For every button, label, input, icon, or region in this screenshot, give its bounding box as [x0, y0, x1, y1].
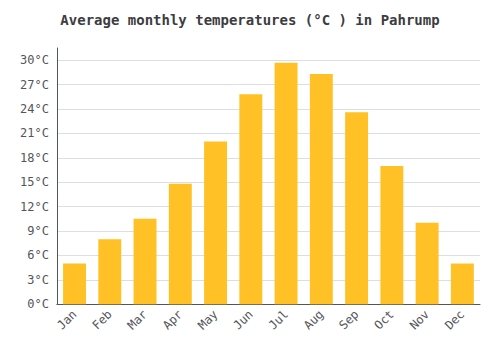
- svg-text:15°C: 15°C: [20, 175, 49, 189]
- svg-text:Dec: Dec: [442, 307, 467, 332]
- svg-text:Jan: Jan: [54, 307, 79, 332]
- svg-text:Jun: Jun: [231, 307, 256, 332]
- svg-text:Nov: Nov: [407, 307, 432, 332]
- svg-text:Apr: Apr: [160, 307, 185, 332]
- svg-text:18°C: 18°C: [20, 151, 49, 165]
- svg-text:21°C: 21°C: [20, 126, 49, 140]
- svg-text:Feb: Feb: [90, 307, 115, 332]
- svg-text:0°C: 0°C: [27, 297, 49, 311]
- svg-text:27°C: 27°C: [20, 78, 49, 92]
- svg-text:Jul: Jul: [266, 307, 291, 332]
- svg-text:May: May: [195, 307, 220, 332]
- svg-text:Mar: Mar: [125, 307, 150, 332]
- svg-text:Average monthly temperatures (: Average monthly temperatures (°C ) in Pa…: [60, 12, 439, 28]
- svg-text:9°C: 9°C: [27, 224, 49, 238]
- svg-text:12°C: 12°C: [20, 200, 49, 214]
- svg-text:3°C: 3°C: [27, 273, 49, 287]
- svg-text:24°C: 24°C: [20, 102, 49, 116]
- svg-text:30°C: 30°C: [20, 53, 49, 67]
- svg-text:Oct: Oct: [372, 307, 397, 332]
- svg-text:6°C: 6°C: [27, 248, 49, 262]
- svg-text:Aug: Aug: [301, 307, 326, 332]
- svg-text:Sep: Sep: [336, 307, 361, 332]
